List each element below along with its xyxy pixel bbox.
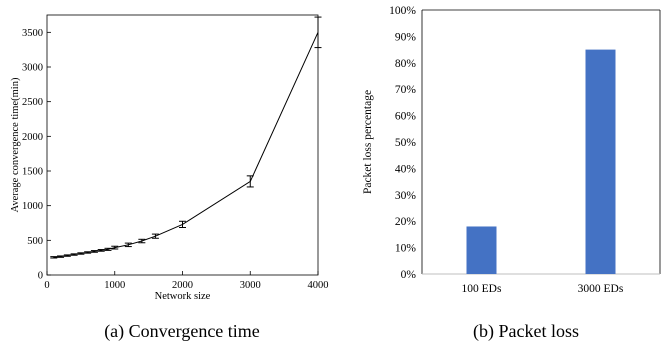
y-tick-label: 70% — [395, 84, 417, 96]
y-tick-label: 2000 — [22, 132, 43, 143]
y-axis-label: Average convergence time(min) — [10, 77, 21, 212]
y-tick-label: 50% — [395, 137, 417, 149]
y-axis-label: Packet loss percentage — [362, 90, 374, 194]
y-tick-label: 500 — [27, 236, 43, 247]
y-tick-label: 1000 — [22, 201, 43, 212]
x-axis-label: Network size — [155, 291, 211, 302]
x-tick-label: 3000 — [240, 280, 261, 291]
y-tick-label: 2500 — [22, 97, 43, 108]
y-tick-label: 40% — [395, 163, 417, 175]
y-tick-label: 10% — [395, 243, 417, 255]
y-tick-label: 60% — [395, 111, 417, 123]
y-tick-label: 100% — [389, 5, 416, 17]
y-tick-label: 90% — [395, 31, 417, 43]
caption-convergence-time: (a) Convergence time — [104, 321, 260, 342]
x-tick-label: 2000 — [172, 280, 193, 291]
x-tick-label: 3000 EDs — [578, 283, 624, 295]
plot-frame — [46, 14, 319, 276]
x-tick-label: 4000 — [308, 280, 329, 291]
packet-loss-chart: 0% 10% 20% 30% 40% 50% 60% 70% 80% 90% 100% Packet … — [362, 5, 661, 295]
convergence-time-chart: 0 1000 2000 3000 4000 0 500 1000 1500 2000 2500 300… — [10, 14, 329, 302]
y-tick-label: 3000 — [22, 63, 43, 74]
x-tick-label: 100 EDs — [462, 283, 502, 295]
y-tick-label: 30% — [395, 190, 417, 202]
series-line — [53, 32, 319, 258]
x-tick-label: 0 — [44, 280, 49, 291]
y-tick-label: 80% — [395, 58, 417, 70]
y-tick-label: 1500 — [22, 167, 43, 178]
y-tick-label: 20% — [395, 216, 417, 228]
x-tick-label: 1000 — [104, 280, 125, 291]
bar — [466, 226, 497, 274]
bar — [585, 49, 616, 274]
y-tick-label: 3500 — [22, 28, 43, 39]
y-tick-label: 0 — [38, 271, 43, 282]
caption-packet-loss: (b) Packet loss — [473, 321, 579, 342]
y-tick-label: 0% — [401, 269, 417, 281]
